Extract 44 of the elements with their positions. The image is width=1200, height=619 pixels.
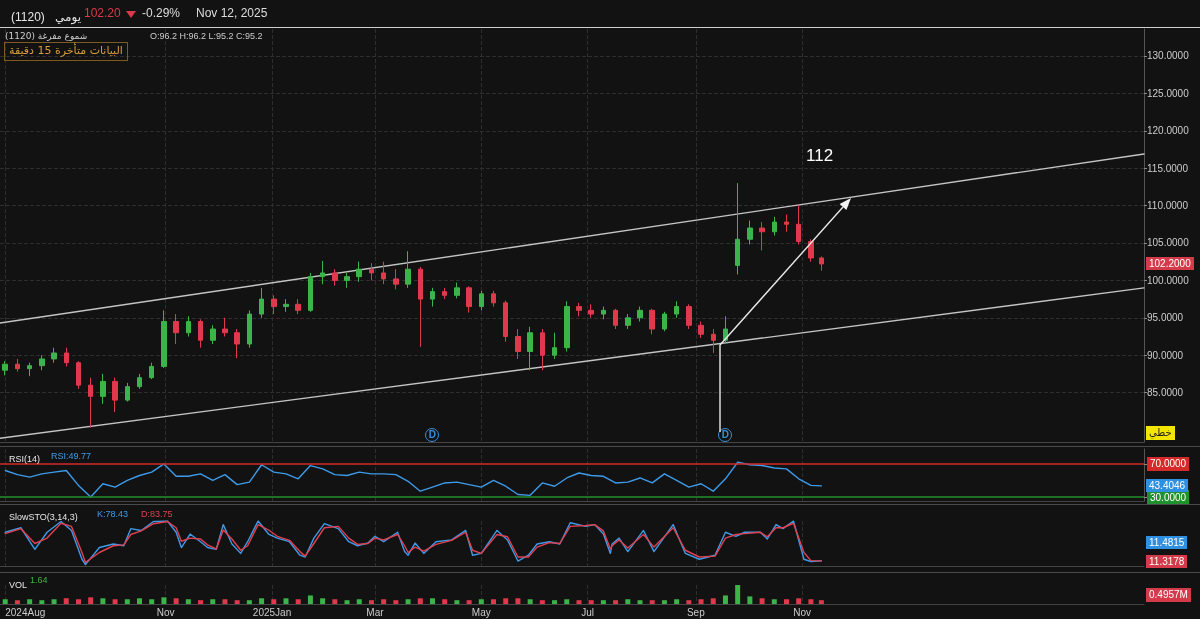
y-tick-label: 95.0000: [1147, 312, 1184, 324]
annotation: D: [425, 428, 440, 443]
text: 102.20: [84, 6, 121, 21]
text: 11.4815: [1146, 535, 1188, 550]
x-tick-label: 2025Jan: [252, 606, 292, 618]
chart-subtitle: يومي: [55, 10, 81, 25]
chart-title: (1120): [11, 10, 45, 24]
annotation: (1120) شموع مفرغة: [5, 31, 88, 42]
x-tick-label: May: [471, 606, 491, 618]
text: RSI(14): [9, 453, 41, 464]
y-tick-label: 110.0000: [1147, 200, 1189, 212]
series-label: RSI:49.77: [51, 451, 92, 461]
x-tick-label: Jul: [581, 606, 595, 618]
y-tick-label: 70.0000: [1150, 458, 1187, 470]
series-label: K:78.43: [97, 509, 129, 519]
chart-title: VOL: [9, 579, 28, 590]
text: 0.4957M: [1146, 588, 1191, 602]
y-tick-label: 115.0000: [1147, 162, 1189, 174]
x-tick-label: Mar: [366, 606, 385, 618]
chart-title: SlowSTO(3,14,3): [9, 511, 78, 522]
x-tick-label: Nov: [156, 606, 175, 618]
annotation: D: [718, 428, 733, 443]
text: 102.2000: [1146, 256, 1194, 271]
y-tick-label: 30.0000: [1150, 491, 1187, 503]
text: 11.3178: [1146, 554, 1188, 569]
series-label: D:83.75: [141, 509, 173, 519]
y-tick-label: 120.0000: [1147, 125, 1190, 137]
y-tick-label: 85.0000: [1147, 387, 1184, 399]
y-tick-label: 100.0000: [1147, 274, 1190, 286]
text: خطي: [1146, 426, 1175, 440]
y-tick-label: 105.0000: [1147, 237, 1190, 249]
annotation: البيانات متأخرة 15 دقيقة: [4, 42, 128, 61]
x-tick-label: Nov: [793, 606, 812, 618]
text: Nov 12, 2025: [196, 6, 268, 21]
annotation: O:96.2 H:96.2 L:95.2 C:95.2: [150, 31, 263, 42]
y-tick-label: 90.0000: [1147, 349, 1184, 361]
annotation: 1.64: [30, 575, 48, 586]
text: 43.4046: [1146, 478, 1189, 493]
annotation: 112: [806, 146, 834, 166]
y-tick-label: 130.0000: [1147, 50, 1190, 62]
x-tick-label: 2024Aug: [5, 606, 46, 618]
x-tick-label: Sep: [686, 606, 706, 618]
text: -0.29%: [142, 6, 181, 21]
y-tick-label: 125.0000: [1147, 87, 1190, 99]
